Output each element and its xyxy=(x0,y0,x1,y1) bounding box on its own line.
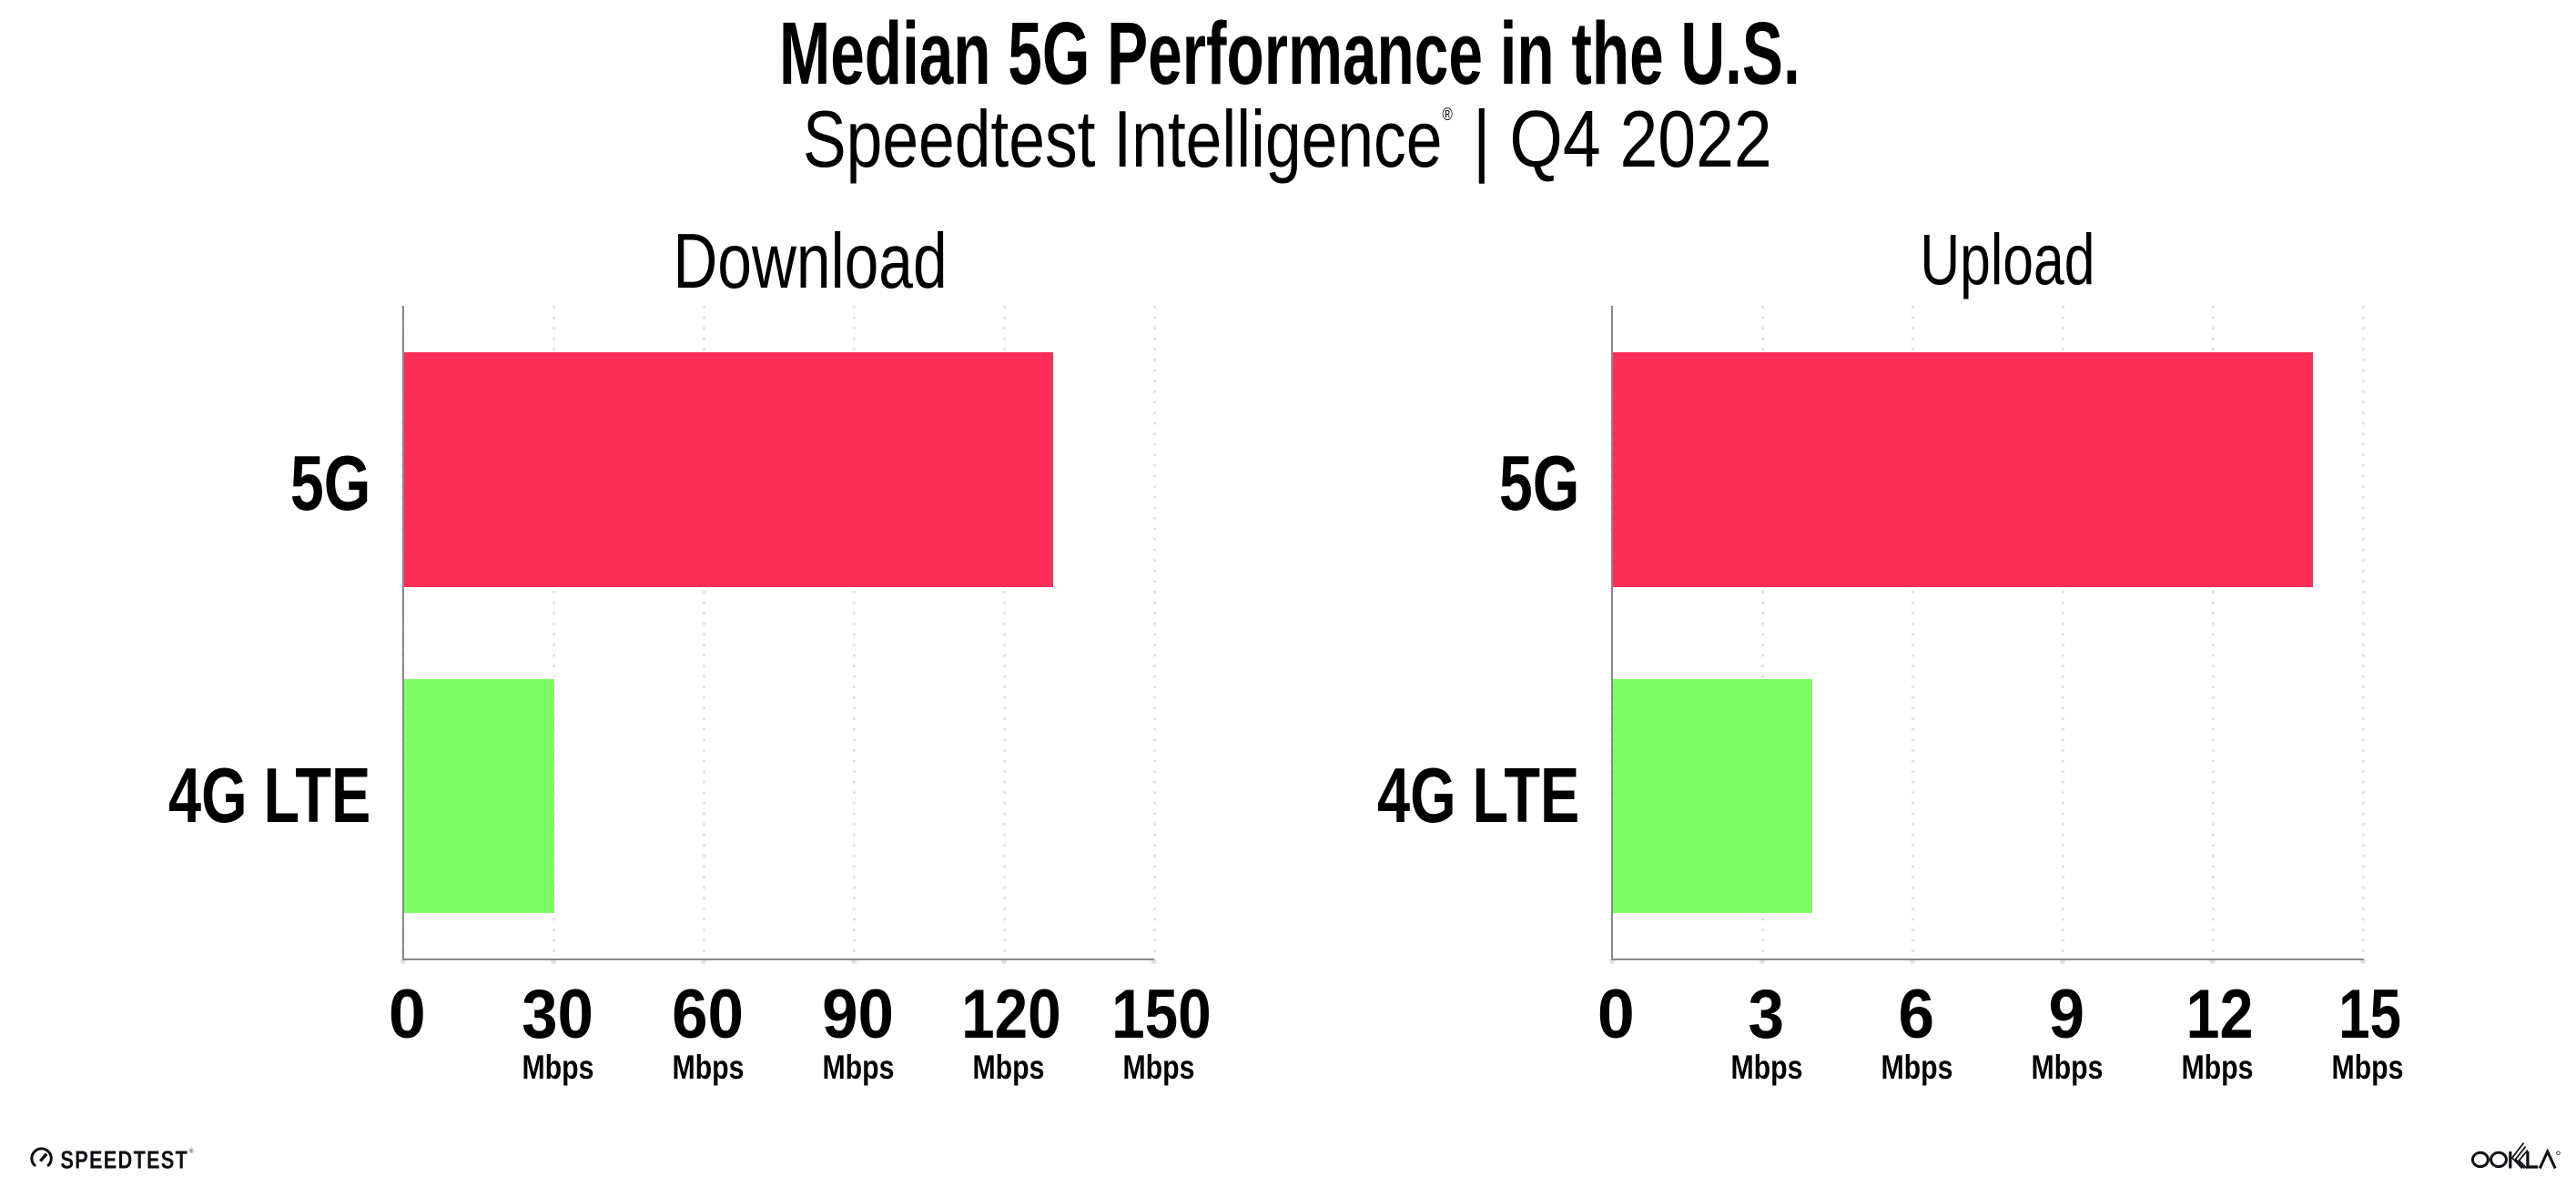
svg-text:®: ® xyxy=(189,1147,194,1154)
svg-text:SPEEDTEST: SPEEDTEST xyxy=(60,1146,188,1174)
